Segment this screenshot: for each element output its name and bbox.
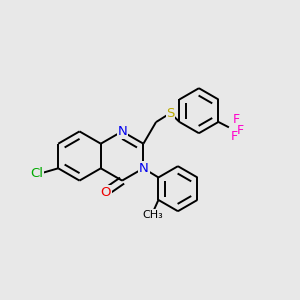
Text: Cl: Cl	[31, 167, 44, 180]
Text: O: O	[100, 185, 111, 199]
Text: CH₃: CH₃	[143, 210, 164, 220]
Text: F: F	[237, 124, 244, 137]
Text: F: F	[233, 113, 240, 126]
Text: N: N	[118, 125, 128, 138]
Text: F: F	[231, 130, 238, 143]
Text: S: S	[166, 106, 175, 120]
Text: N: N	[139, 162, 149, 175]
